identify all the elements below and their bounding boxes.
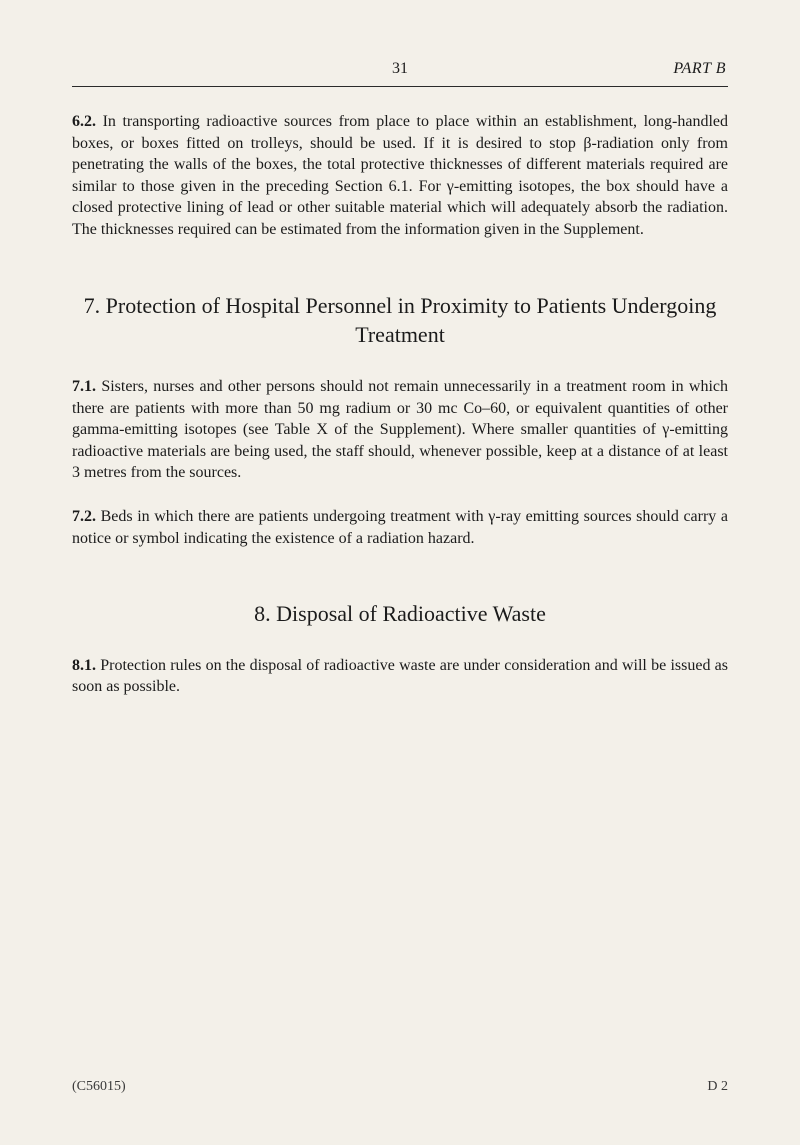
footer-right: D 2: [707, 1079, 728, 1095]
section-number: 7.1.: [72, 378, 96, 395]
page-header: . 31 PART B: [72, 60, 728, 87]
paragraph-text: Beds in which there are patients undergo…: [72, 508, 728, 547]
chapter-7-title: 7. Protection of Hospital Personnel in P…: [72, 291, 728, 350]
paragraph-7-1: 7.1. Sisters, nurses and other persons s…: [72, 376, 728, 484]
page-number: 31: [392, 60, 408, 78]
page-footer: (C56015) D 2: [72, 1079, 728, 1095]
chapter-8-title: 8. Disposal of Radioactive Waste: [72, 599, 728, 629]
paragraph-8-1: 8.1. Protection rules on the disposal of…: [72, 655, 728, 698]
paragraph-text: Protection rules on the disposal of radi…: [72, 657, 728, 696]
footer-left: (C56015): [72, 1079, 126, 1095]
section-number: 6.2.: [72, 113, 96, 130]
paragraph-text: In transporting radioactive sources from…: [72, 113, 728, 238]
paragraph-text: Sisters, nurses and other persons should…: [72, 378, 728, 481]
part-label: PART B: [673, 60, 726, 78]
paragraph-6-2: 6.2. In transporting radioactive sources…: [72, 111, 728, 241]
paragraph-7-2: 7.2. Beds in which there are patients un…: [72, 506, 728, 549]
section-number: 7.2.: [72, 508, 96, 525]
section-number: 8.1.: [72, 657, 96, 674]
